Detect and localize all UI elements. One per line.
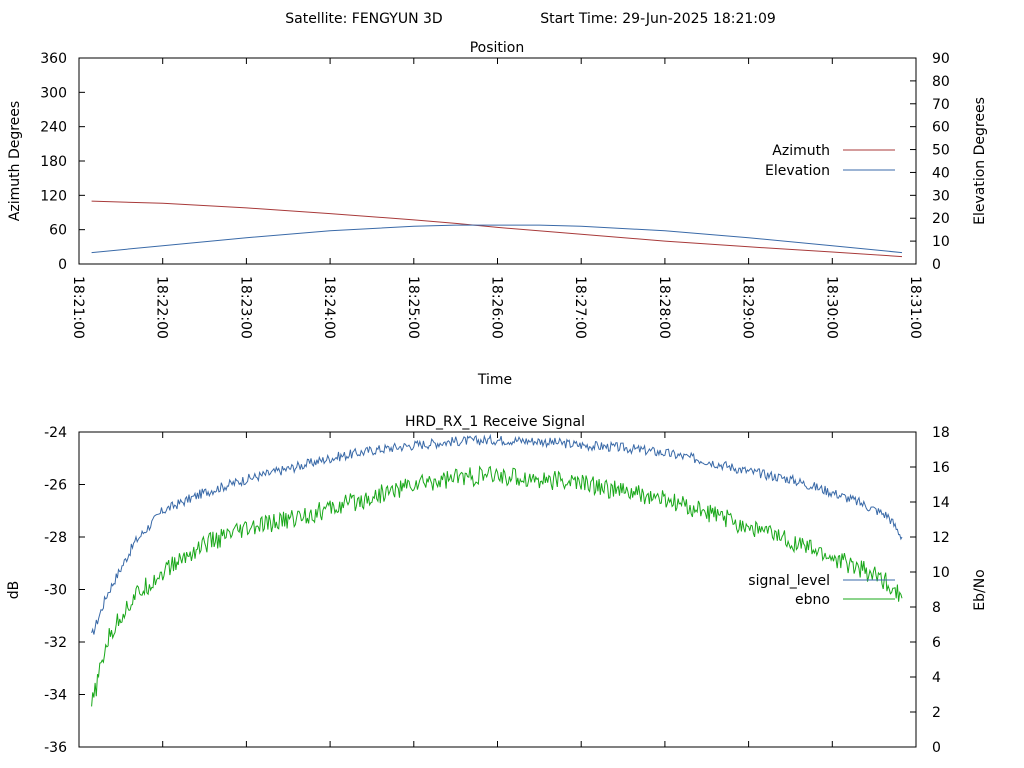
legend-label: Elevation [765, 163, 830, 179]
x-tick-label: 18:25:00 [405, 276, 421, 339]
position-series [91, 200, 903, 258]
series-line-azimuth [91, 200, 903, 258]
x-tick-label: 18:22:00 [154, 276, 170, 339]
y-tick-label: 0 [58, 257, 67, 273]
legend-label: Azimuth [772, 143, 830, 159]
position-plot-frame [78, 57, 917, 265]
signal-y-axis-label: dB [6, 581, 22, 600]
position-legend: Azimuth Elevation [765, 143, 895, 179]
receive-signal-chart: HRD_RX_1 Receive Signal dB Eb/No -36-34-… [6, 414, 988, 756]
x-tick-label: 18:26:00 [489, 276, 505, 339]
y-tick-label: -30 [44, 583, 67, 599]
y-tick-label: 300 [40, 85, 67, 101]
y2-tick-label: 50 [932, 143, 950, 159]
signal-y2-axis-label: Eb/No [972, 569, 988, 611]
series-line-ebno [91, 465, 903, 707]
signal-series [91, 433, 903, 707]
x-tick-label: 18:29:00 [740, 276, 756, 339]
y2-tick-label: 16 [932, 460, 950, 476]
position-chart-title: Position [470, 40, 525, 56]
x-tick-label: 18:30:00 [823, 276, 839, 339]
x-tick-label: 18:28:00 [656, 276, 672, 339]
y2-tick-label: 2 [932, 705, 941, 721]
y2-tick-label: 80 [932, 74, 950, 90]
series-line-elevation [91, 224, 903, 254]
y2-tick-label: 90 [932, 51, 950, 67]
x-tick-label: 18:23:00 [237, 276, 253, 339]
position-y2-axis-label: Elevation Degrees [972, 97, 988, 225]
position-chart: Position Azimuth Degrees Elevation Degre… [7, 40, 988, 388]
y2-tick-label: 8 [932, 600, 941, 616]
y2-tick-label: 20 [932, 211, 950, 227]
x-tick-label: 18:24:00 [321, 276, 337, 339]
y-tick-label: 60 [49, 223, 67, 239]
x-tick-label: 18:27:00 [572, 276, 588, 339]
y-tick-label: -34 [44, 688, 67, 704]
y2-tick-label: 30 [932, 188, 950, 204]
y2-tick-label: 0 [932, 257, 941, 273]
start-time-label: Start Time: 29-Jun-2025 18:21:09 [540, 11, 776, 27]
receive-signal-chart-title: HRD_RX_1 Receive Signal [405, 414, 585, 430]
y2-tick-label: 70 [932, 97, 950, 113]
x-tick-label: 18:21:00 [70, 276, 86, 339]
y-tick-label: -32 [44, 635, 67, 651]
y-tick-label: -24 [44, 425, 67, 441]
position-x-axis-label: Time [477, 372, 512, 388]
position-y-axis-label: Azimuth Degrees [7, 101, 23, 221]
position-axis-ticks: 0 60 120 180 240 300 360 0 10 20 30 40 50 60 70 80 90 18:… [40, 51, 950, 339]
y-tick-label: 240 [40, 120, 67, 136]
y-tick-label: 180 [40, 154, 67, 170]
y-tick-label: 360 [40, 51, 67, 67]
y-tick-label: 120 [40, 188, 67, 204]
y2-tick-label: 6 [932, 635, 941, 651]
y-tick-label: -26 [44, 478, 67, 494]
y2-tick-label: 60 [932, 120, 950, 136]
series-line-signal-level [91, 433, 903, 635]
x-tick-label: 18:31:00 [907, 276, 923, 339]
y2-tick-label: 10 [932, 234, 950, 250]
signal-axis-ticks: -36 -34 -32 -30 -28 -26 -24 0 2 4 6 8 10 12 14 16 18 [44, 425, 950, 756]
y-tick-label: -28 [44, 530, 67, 546]
y2-tick-label: 0 [932, 740, 941, 756]
y2-tick-label: 14 [932, 495, 950, 511]
legend-label: signal_level [748, 573, 830, 589]
y2-tick-label: 10 [932, 565, 950, 581]
y2-tick-label: 18 [932, 425, 950, 441]
y-tick-label: -36 [44, 740, 67, 756]
y2-tick-label: 40 [932, 165, 950, 181]
legend-label: ebno [795, 592, 830, 608]
satellite-label: Satellite: FENGYUN 3D [285, 11, 442, 27]
y2-tick-label: 4 [932, 670, 941, 686]
y2-tick-label: 12 [932, 530, 950, 546]
